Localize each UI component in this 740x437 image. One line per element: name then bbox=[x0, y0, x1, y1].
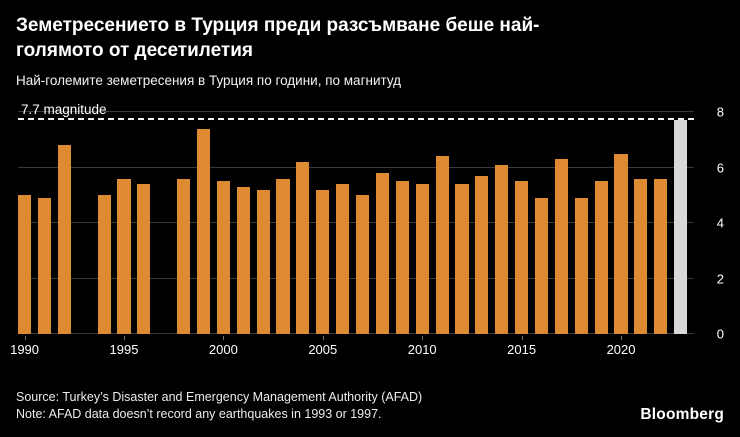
bar-2006 bbox=[336, 184, 350, 334]
footer: Source: Turkey’s Disaster and Emergency … bbox=[16, 389, 422, 422]
gridline-8 bbox=[18, 111, 694, 112]
bar-1991 bbox=[37, 198, 51, 334]
x-tick-label-2010: 2010 bbox=[407, 342, 437, 357]
chart: 7.7 magnitude 0 2 4 6 8 1990 1995 2000 2005 2010… bbox=[10, 96, 724, 358]
source-text: Source: Turkey’s Disaster and Emergency … bbox=[16, 390, 423, 404]
x-tick-label-1990: 1990 bbox=[10, 342, 40, 357]
magnitude-reference-label: 7.7 magnitude bbox=[21, 102, 107, 118]
y-tick-label-4: 4 bbox=[716, 215, 724, 231]
bar-2022 bbox=[654, 178, 668, 334]
x-tick-mark-2000 bbox=[223, 336, 225, 340]
bar-2001 bbox=[236, 186, 250, 334]
chart-subtitle: Най-големите земетресения в Турция по го… bbox=[16, 73, 402, 88]
magnitude-reference-line bbox=[18, 118, 694, 121]
bar-1995 bbox=[117, 178, 131, 334]
bar-2011 bbox=[435, 156, 449, 334]
bar-1996 bbox=[137, 184, 151, 334]
y-tick-label-6: 6 bbox=[716, 160, 724, 175]
bar-1994 bbox=[97, 195, 111, 334]
bar-2010 bbox=[415, 184, 429, 334]
bloomberg-logo: Bloomberg bbox=[640, 406, 724, 423]
bar-2002 bbox=[256, 189, 270, 334]
note-text: Note: AFAD data doesn’t record any earth… bbox=[16, 406, 382, 421]
y-tick-label-2: 2 bbox=[716, 271, 724, 286]
y-tick-label-8: 8 bbox=[716, 104, 724, 120]
x-tick-label-2005: 2005 bbox=[308, 342, 338, 357]
x-tick-label-2000: 2000 bbox=[208, 342, 238, 357]
x-tick-mark-2005 bbox=[322, 336, 324, 340]
bar-2020 bbox=[614, 153, 628, 334]
bar-2014 bbox=[495, 164, 509, 334]
x-tick-label-2015: 2015 bbox=[507, 342, 537, 357]
x-axis: 1990 1995 2000 2005 2010 2015 2020 bbox=[10, 336, 694, 358]
bar-2009 bbox=[395, 181, 409, 334]
chart-title: Земетресението в Турция преди разсъмване… bbox=[16, 15, 540, 62]
bar-1998 bbox=[177, 178, 191, 334]
bar-2004 bbox=[296, 161, 310, 334]
bar-2012 bbox=[455, 184, 469, 334]
bar-2017 bbox=[554, 159, 568, 334]
bar-2018 bbox=[574, 198, 588, 334]
bar-2008 bbox=[375, 173, 389, 334]
bar-2021 bbox=[634, 178, 648, 334]
bar-1999 bbox=[196, 128, 211, 334]
bar-2013 bbox=[475, 175, 489, 334]
bar-1992 bbox=[57, 145, 71, 334]
bar-2005 bbox=[316, 189, 330, 334]
gridline-6 bbox=[18, 166, 694, 168]
bar-1990 bbox=[18, 195, 32, 334]
x-tick-mark-1990 bbox=[24, 336, 26, 340]
bar-2007 bbox=[356, 195, 370, 334]
y-axis: 0 2 4 6 8 bbox=[698, 105, 724, 342]
x-tick-label-1995: 1995 bbox=[109, 342, 139, 357]
x-tick-mark-2010 bbox=[422, 336, 424, 340]
bar-2019 bbox=[594, 181, 608, 334]
y-tick-label-0: 0 bbox=[716, 326, 724, 342]
bar-2023 bbox=[674, 120, 688, 334]
x-tick-mark-2020 bbox=[621, 336, 623, 340]
x-tick-mark-1995 bbox=[123, 336, 125, 340]
plot-area: 7.7 magnitude bbox=[18, 102, 694, 334]
bar-2016 bbox=[534, 198, 549, 334]
bar-2015 bbox=[515, 181, 529, 334]
x-tick-mark-2015 bbox=[521, 336, 523, 340]
bar-2000 bbox=[216, 181, 230, 334]
bar-2003 bbox=[276, 178, 290, 334]
x-tick-label-2020: 2020 bbox=[606, 342, 636, 357]
